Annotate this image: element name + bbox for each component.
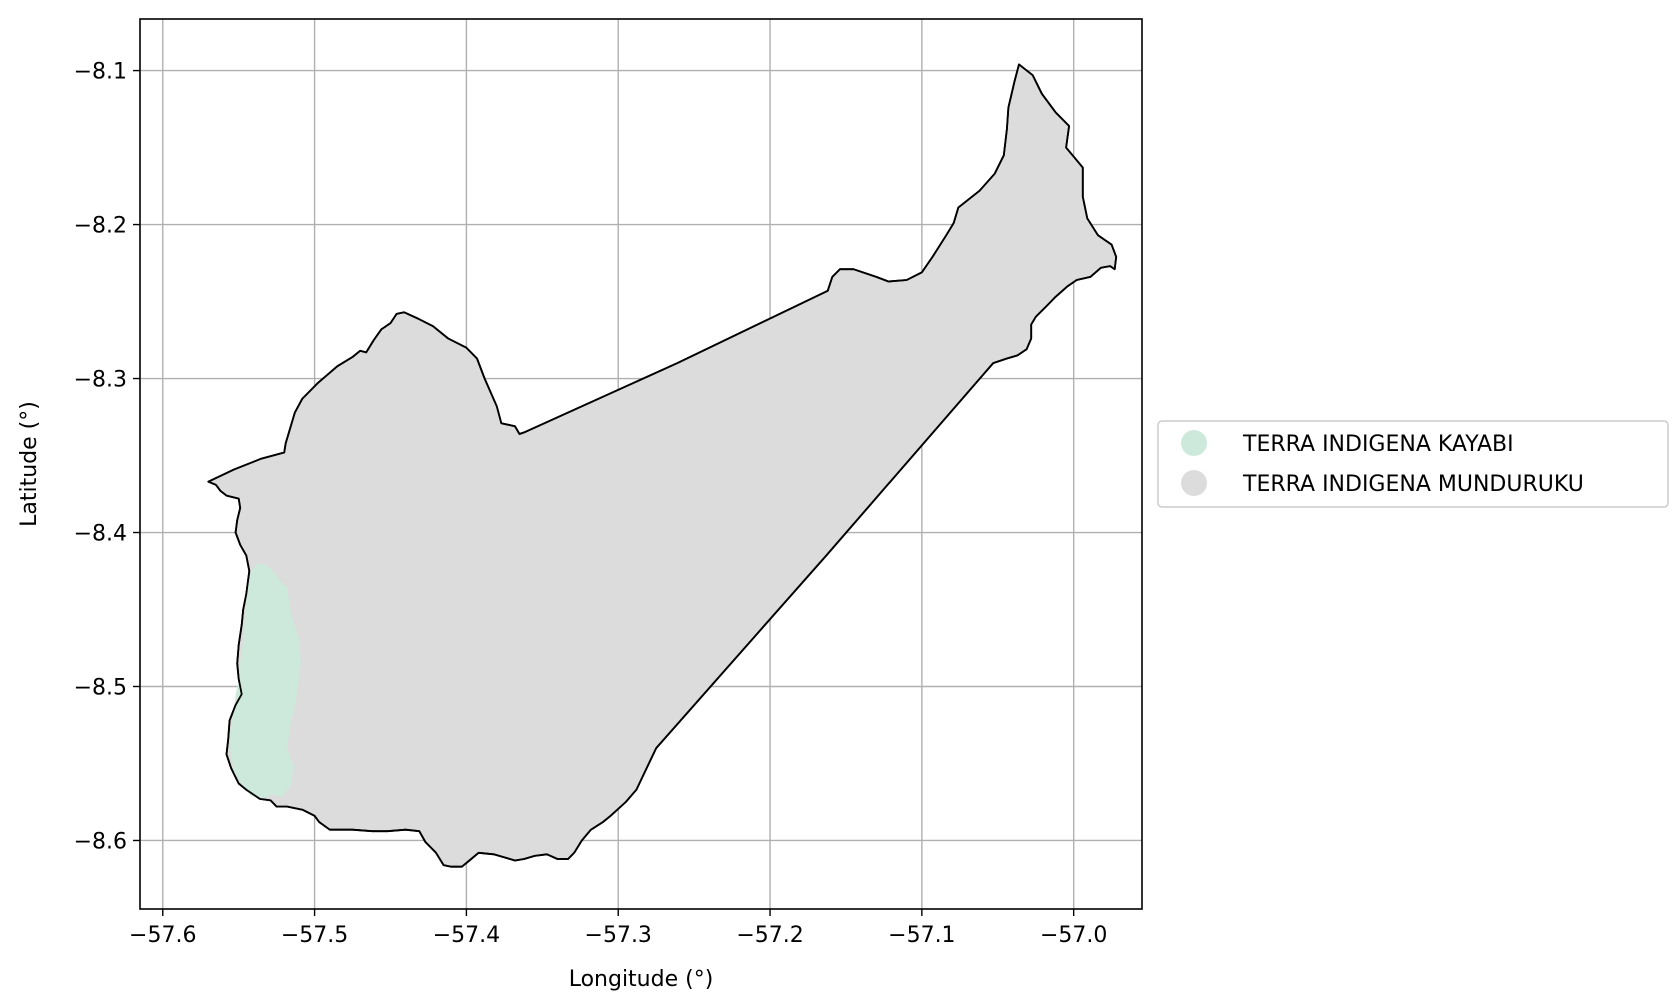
y-axis-label: Latitude (°) — [17, 401, 42, 527]
x-tick-label: −57.0 — [1040, 923, 1107, 948]
legend-marker-kayabi — [1181, 430, 1207, 456]
y-tick-label: −8.6 — [74, 829, 127, 854]
territory-kayabi — [229, 563, 301, 799]
y-tick-label: −8.2 — [74, 214, 127, 239]
territory-polygons — [207, 63, 1118, 868]
axis-ticks: −57.6 −57.5 −57.4 −57.3 −57.2 −57.1 −57.0 −8.1 −… — [74, 60, 1108, 948]
x-tick-label: −57.3 — [585, 923, 652, 948]
legend-box — [1157, 420, 1669, 508]
legend: TERRA INDIGENA KAYABI TERRA INDIGENA MUN… — [1157, 420, 1669, 508]
y-tick-label: −8.4 — [74, 522, 127, 547]
territory-munduruku — [207, 63, 1118, 868]
y-tick-label: −8.3 — [74, 368, 127, 393]
legend-marker-munduruku — [1181, 470, 1207, 496]
x-tick-label: −57.6 — [129, 923, 196, 948]
y-tick-label: −8.5 — [74, 676, 127, 701]
x-axis-label: Longitude (°) — [569, 967, 714, 992]
y-tick-label: −8.1 — [74, 60, 127, 85]
x-tick-label: −57.1 — [888, 923, 955, 948]
legend-label-munduruku: TERRA INDIGENA MUNDURUKU — [1242, 472, 1584, 497]
axes-frame — [139, 18, 1143, 910]
legend-label-kayabi: TERRA INDIGENA KAYABI — [1242, 432, 1514, 457]
x-tick-label: −57.2 — [736, 923, 803, 948]
territory-munduruku-outline — [207, 63, 1118, 868]
x-tick-label: −57.4 — [433, 923, 500, 948]
x-tick-label: −57.5 — [281, 923, 348, 948]
